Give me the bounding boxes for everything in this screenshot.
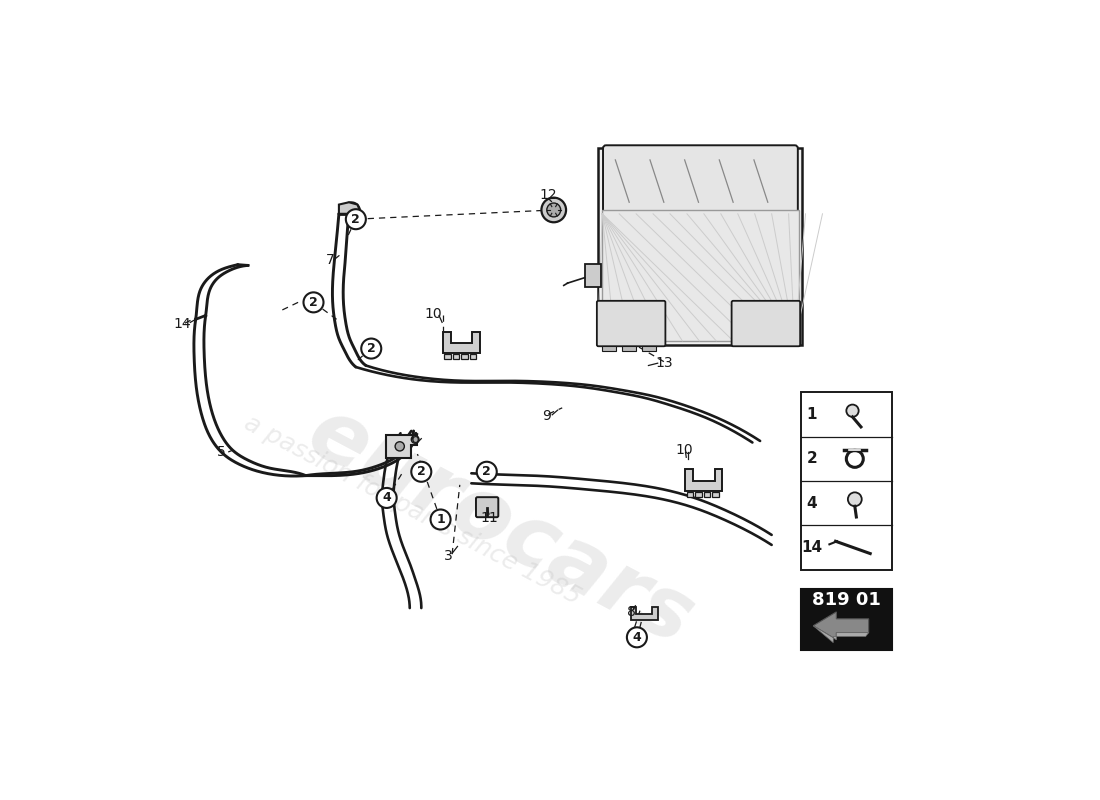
Bar xyxy=(704,492,711,497)
Bar xyxy=(603,210,799,341)
Circle shape xyxy=(627,627,647,647)
Bar xyxy=(623,346,636,351)
Text: 14: 14 xyxy=(174,317,191,331)
Text: 2: 2 xyxy=(352,213,360,226)
Circle shape xyxy=(411,435,419,443)
Polygon shape xyxy=(813,612,869,640)
Text: eurocars: eurocars xyxy=(295,391,707,663)
Text: 819 01: 819 01 xyxy=(812,590,881,609)
Circle shape xyxy=(430,510,451,530)
Text: 10: 10 xyxy=(424,307,442,321)
Text: 13: 13 xyxy=(654,356,673,370)
Text: 7: 7 xyxy=(326,253,334,267)
Circle shape xyxy=(541,198,567,222)
Polygon shape xyxy=(813,626,869,642)
FancyBboxPatch shape xyxy=(732,301,800,346)
Circle shape xyxy=(411,462,431,482)
Bar xyxy=(470,354,476,359)
Text: 8: 8 xyxy=(627,605,636,619)
Polygon shape xyxy=(443,332,480,353)
Text: 2: 2 xyxy=(483,466,491,478)
Text: 2: 2 xyxy=(806,451,817,466)
Circle shape xyxy=(476,462,497,482)
Text: 12: 12 xyxy=(539,187,558,202)
Bar xyxy=(695,492,702,497)
Text: 10: 10 xyxy=(675,443,693,457)
Bar xyxy=(461,354,468,359)
Text: 6: 6 xyxy=(410,433,419,446)
Circle shape xyxy=(846,405,859,417)
Circle shape xyxy=(848,492,861,506)
Text: 2: 2 xyxy=(309,296,318,309)
Text: 14: 14 xyxy=(801,540,823,555)
Circle shape xyxy=(395,442,405,451)
Text: 4: 4 xyxy=(632,631,641,644)
Circle shape xyxy=(345,209,366,230)
FancyBboxPatch shape xyxy=(597,301,666,346)
Text: 1: 1 xyxy=(806,407,817,422)
Bar xyxy=(642,346,656,351)
Text: 9: 9 xyxy=(542,409,551,422)
Polygon shape xyxy=(386,435,417,458)
Polygon shape xyxy=(630,606,658,620)
Text: 2: 2 xyxy=(367,342,375,355)
Text: 5: 5 xyxy=(217,445,226,458)
Bar xyxy=(686,492,693,497)
FancyBboxPatch shape xyxy=(476,497,498,517)
Bar xyxy=(713,492,718,497)
Text: 11: 11 xyxy=(481,511,498,525)
Polygon shape xyxy=(339,202,361,214)
Bar xyxy=(444,354,451,359)
Text: 3: 3 xyxy=(444,549,452,562)
Bar xyxy=(801,393,892,570)
Polygon shape xyxy=(685,470,723,491)
Bar xyxy=(584,264,602,287)
Text: 2: 2 xyxy=(417,466,426,478)
Circle shape xyxy=(547,203,561,217)
Bar xyxy=(603,346,616,351)
Text: 4: 4 xyxy=(383,491,390,505)
Bar xyxy=(453,354,459,359)
Circle shape xyxy=(376,488,397,508)
Circle shape xyxy=(304,292,323,312)
FancyBboxPatch shape xyxy=(603,146,798,213)
Text: 4: 4 xyxy=(806,496,817,510)
Text: a passion for parts since 1985: a passion for parts since 1985 xyxy=(241,410,585,610)
Bar xyxy=(801,589,892,650)
Bar xyxy=(598,148,803,345)
Circle shape xyxy=(361,338,382,358)
Text: 1: 1 xyxy=(437,513,444,526)
